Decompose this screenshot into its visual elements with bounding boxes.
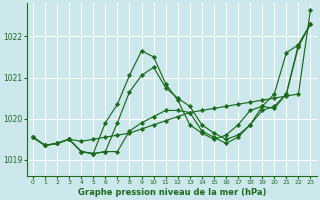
X-axis label: Graphe pression niveau de la mer (hPa): Graphe pression niveau de la mer (hPa)	[77, 188, 266, 197]
